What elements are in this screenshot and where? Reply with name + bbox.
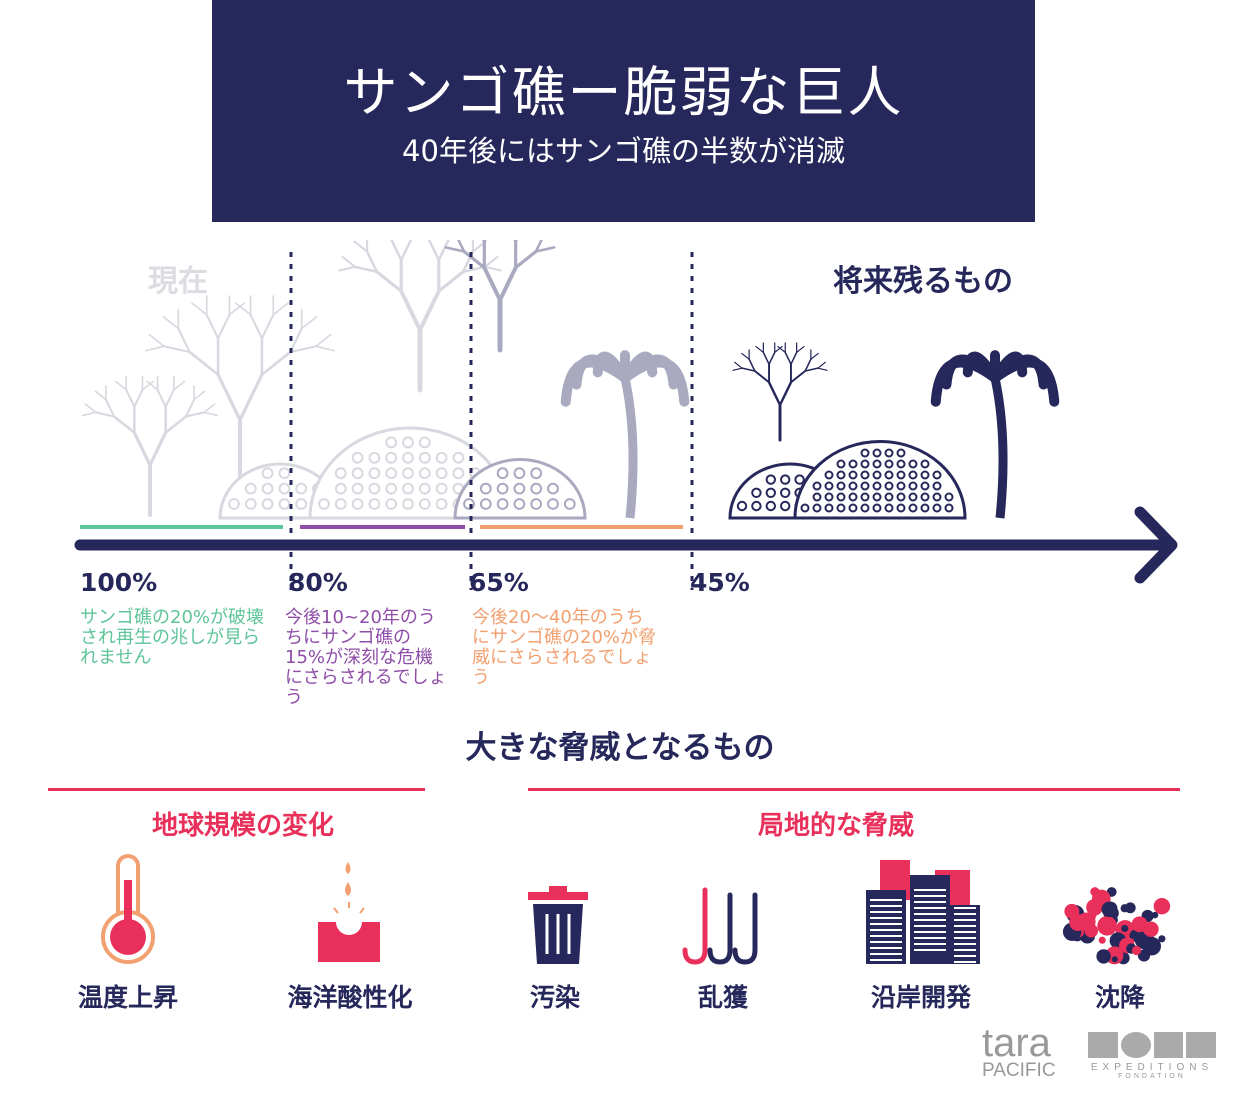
- acidification-icon: [318, 862, 380, 962]
- page-title: サンゴ礁ー脆弱な巨人: [343, 61, 904, 124]
- threats-title: 大きな脅威となるもの: [465, 730, 775, 766]
- threat-label-temperature: 温度上昇: [77, 983, 179, 1012]
- thermometer-icon: [101, 854, 155, 964]
- tara-pacific-logo: tara PACIFIC: [982, 1021, 1056, 1081]
- buildings-icon: [866, 860, 980, 964]
- fishing-hooks-icon: [682, 887, 758, 965]
- divider-global: [48, 788, 425, 791]
- now-label: 現在: [148, 264, 208, 299]
- stage-desc-2: 今後10~20年のうちにサンゴ礁の15%が深刻な危機にさらされるでしょう: [285, 607, 447, 708]
- coral-timeline-illustration: [74, 240, 1178, 590]
- threat-label-coastal: 沿岸開発: [870, 983, 972, 1012]
- trash-icon: [528, 886, 588, 964]
- threat-label-overfishing: 乱獲: [697, 983, 749, 1012]
- threat-label-pollution: 汚染: [529, 983, 581, 1012]
- stage-desc-3: 今後20〜40年のうちにサンゴ礁の20%が脅威にさらされるでしょう: [472, 607, 657, 688]
- coral-dome: [453, 458, 587, 520]
- threat-label-acidification: 海洋酸性化: [287, 983, 413, 1012]
- local-threats-heading: 局地的な脅威: [757, 811, 915, 841]
- percent-80: 80%: [288, 568, 348, 597]
- percent-65: 65%: [469, 568, 529, 597]
- stage-desc-1: サンゴ礁の20%が破壊され再生の兆しが見られません: [80, 607, 265, 668]
- future-label: 将来残るもの: [833, 264, 1013, 299]
- global-threats-heading: 地球規模の変化: [151, 811, 335, 841]
- tara-expeditions-logo: EXPEDITIONS FONDATION: [1088, 1032, 1216, 1080]
- page-subtitle: 40年後にはサンゴ礁の半数が消滅: [402, 134, 845, 168]
- threat-icons: [101, 854, 1171, 965]
- percent-100: 100%: [80, 568, 158, 597]
- divider-local: [528, 788, 1180, 791]
- header-banner: サンゴ礁ー脆弱な巨人 40年後にはサンゴ礁の半数が消滅: [212, 0, 1035, 222]
- stage-dividers: [289, 252, 694, 590]
- percent-45: 45%: [690, 568, 750, 597]
- arrow-head: [1134, 506, 1178, 584]
- sediment-icon: [1062, 887, 1171, 965]
- threat-label-sediment: 沈降: [1094, 983, 1146, 1012]
